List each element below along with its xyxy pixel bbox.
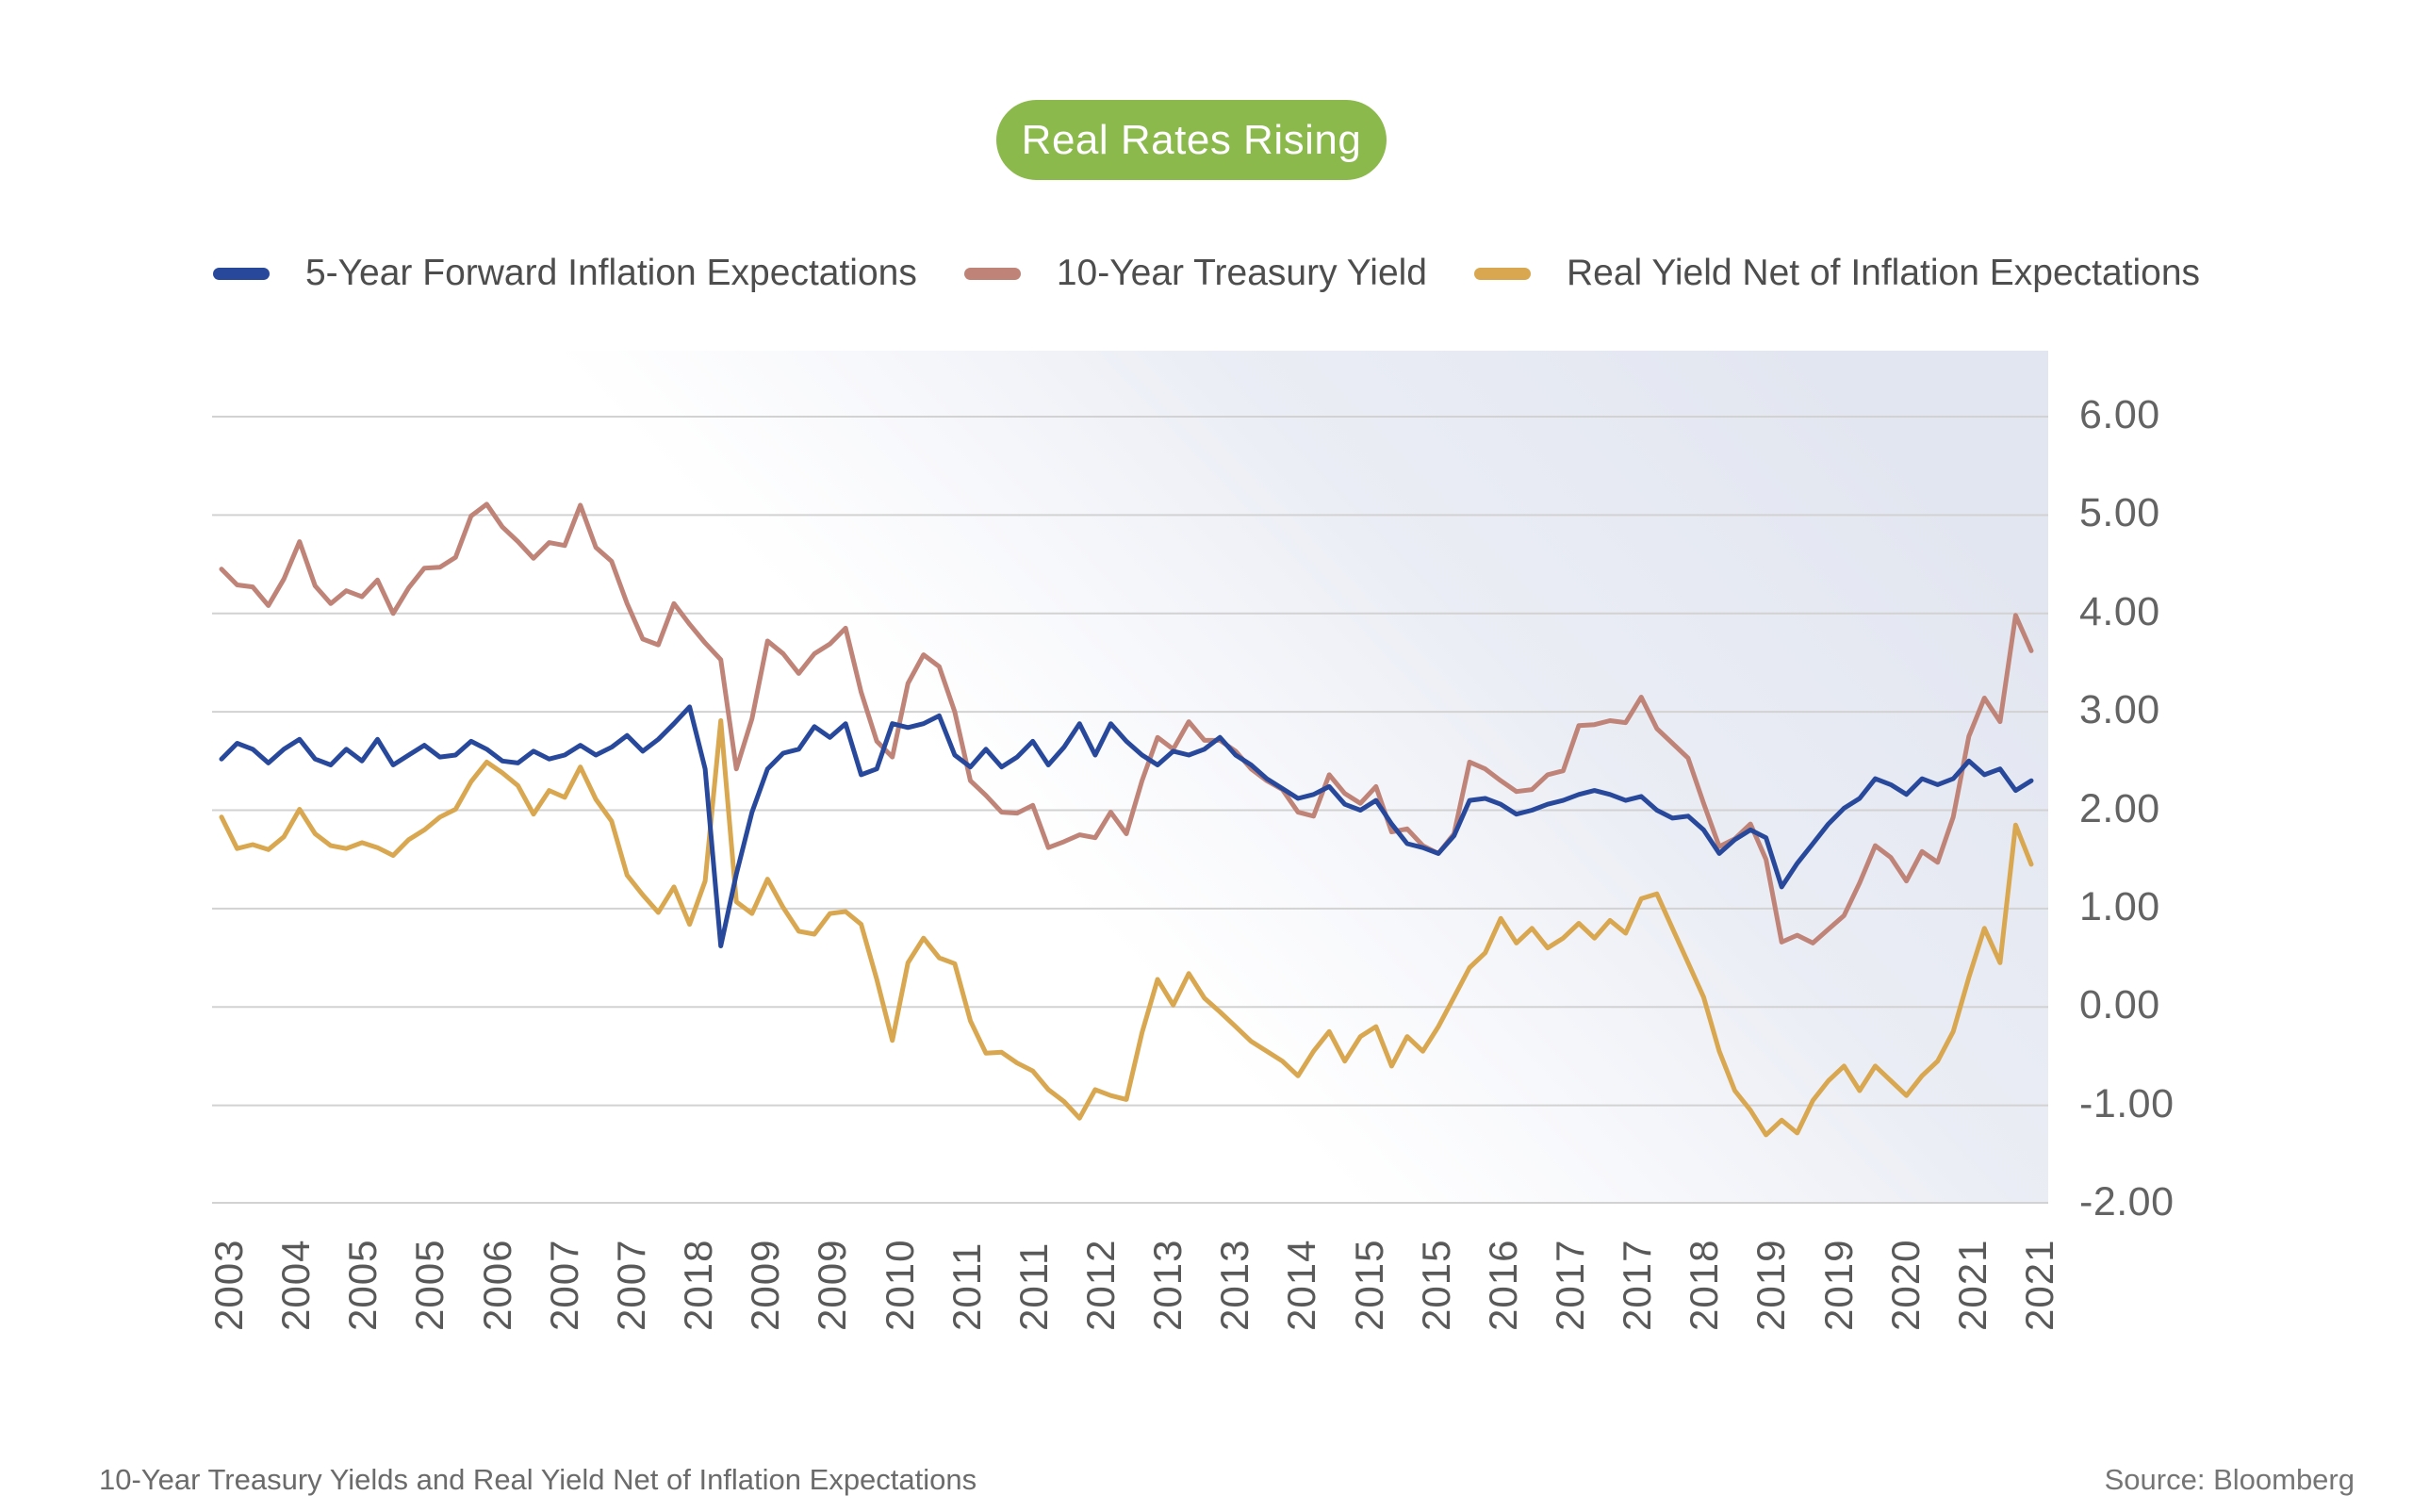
x-tick-label: 2015 [1413,1239,1458,1331]
x-tick-label: 2021 [1949,1239,1994,1331]
x-tick-label: 2009 [810,1239,855,1331]
x-tick-label: 2012 [1077,1239,1123,1331]
x-tick-label: 2019 [1815,1239,1861,1331]
y-tick-label: 2.00 [2079,785,2160,831]
x-tick-label: 2007 [541,1239,586,1331]
chart-caption: 10-Year Treasury Yields and Real Yield N… [99,1463,977,1496]
y-tick-label: -1.00 [2079,1080,2175,1126]
legend-swatch-rose-icon [963,267,1021,280]
x-tick-label: 2014 [1279,1239,1324,1331]
y-tick-label: 0.00 [2079,982,2160,1028]
x-tick-label: 2015 [1346,1239,1391,1331]
chart-legend: 5-Year Forward Inflation Expectations 10… [0,253,2413,294]
x-tick-label: 2018 [1682,1239,1727,1331]
x-tick-label: 2016 [1480,1239,1525,1331]
legend-item-treasury-yield: 10-Year Treasury Yield [963,253,1427,294]
x-tick-label: 2009 [743,1239,788,1331]
legend-swatch-blue-icon [212,267,270,280]
y-tick-label: -2.00 [2079,1179,2175,1224]
legend-label: 10-Year Treasury Yield [1056,253,1427,293]
x-tick-label: 2013 [1212,1239,1257,1331]
x-tick-label: 2017 [1548,1239,1592,1331]
y-tick-label: 5.00 [2079,490,2160,536]
series-lines [219,501,2034,1138]
x-tick-label: 2020 [1882,1239,1928,1331]
series-line-5-year-forward-inflation-expectations [219,704,2034,948]
y-tick-label: 1.00 [2079,883,2160,929]
x-tick-label: 2005 [407,1239,452,1331]
x-tick-label: 2018 [676,1239,721,1331]
title-badge: Real Rates Rising [996,100,1387,180]
x-tick-label: 2017 [1615,1239,1660,1331]
plot-background-gradient [212,351,2048,1204]
title-badge-label: Real Rates Rising [1021,116,1362,163]
series-line-real-yield-net-of-inflation-expectations [219,718,2034,1138]
x-tick-label: 2013 [1145,1239,1190,1331]
legend-item-inflation-expectations: 5-Year Forward Inflation Expectations [212,253,917,294]
x-tick-label: 2004 [273,1239,319,1331]
y-tick-label: 3.00 [2079,687,2160,733]
x-tick-label: 2010 [877,1239,922,1331]
source-credit: Source: Bloomberg [2104,1463,2355,1496]
x-tick-label: 2003 [206,1239,251,1331]
x-tick-label: 2011 [1010,1241,1056,1331]
y-tick-label: 4.00 [2079,588,2160,634]
legend-label: Real Yield Net of Inflation Expectations [1566,253,2201,293]
chart-plot-area [212,351,2048,1204]
x-tick-label: 2011 [944,1241,989,1331]
x-tick-label: 2005 [340,1239,386,1331]
legend-swatch-gold-icon [1473,267,1531,280]
y-tick-label: 6.00 [2079,392,2160,437]
chart-canvas [212,351,2048,1204]
legend-item-real-yield: Real Yield Net of Inflation Expectations [1473,253,2201,294]
gridlines [212,416,2048,1204]
x-tick-label: 2007 [608,1239,653,1331]
legend-label: 5-Year Forward Inflation Expectations [304,253,917,293]
x-tick-label: 2006 [474,1239,519,1331]
x-tick-label: 2019 [1748,1239,1794,1331]
x-tick-label: 2021 [2017,1239,2062,1331]
